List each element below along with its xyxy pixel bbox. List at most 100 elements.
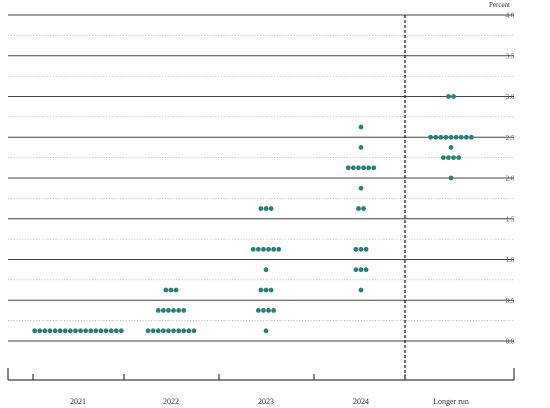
projection-dot [446,94,451,99]
projection-dot [266,246,271,252]
projection-dot [181,308,187,313]
projection-dot [160,328,166,334]
projection-dot [98,328,104,334]
projection-dot [446,155,451,161]
projection-dot [428,134,433,140]
projection-dot [266,308,271,313]
projection-dot [62,328,68,334]
projection-dot [181,328,187,334]
projection-dot [191,328,197,334]
projection-dot [250,246,256,252]
x-tick-labels: 2021 2022 2023 2024 Longer run [70,397,469,406]
projection-dot [358,267,364,273]
projection-dot [176,308,182,313]
projection-dot [160,308,166,313]
projection-dot [155,308,161,313]
projection-dot [448,134,454,140]
projection-dot [358,246,364,252]
projection-dot [145,328,151,334]
projection-dot [47,328,53,334]
projection-dot [358,145,364,150]
projection-dot [32,328,38,334]
projection-dot [108,328,114,334]
y-tick-label: 0.0 [506,338,515,346]
y-tick-label: 3.5 [506,52,515,60]
projection-dot [363,246,369,252]
y-axis-unit-label: Percent [489,1,510,9]
projection-dot [453,134,459,140]
projection-dot [271,308,277,313]
projection-dot [176,328,182,334]
projection-dot [371,165,377,171]
x-tick-label: 2022 [163,397,179,406]
projection-dot [171,308,176,313]
projection-dot [171,328,176,334]
projection-dot [255,308,261,313]
y-tick-labels: 4.0 3.5 3.0 2.5 2.0 1.5 1.0 0.5 0.0 [506,12,515,346]
projection-dot [166,308,171,313]
projection-dot [443,134,449,140]
y-tick-label: 1.5 [506,215,515,223]
projection-dot [276,246,282,252]
projection-dot [52,328,58,334]
projection-dot [463,134,469,140]
projection-dot [57,328,63,334]
y-tick-label: 3.0 [506,93,515,101]
projection-dot [458,134,464,140]
projection-dot [469,134,474,140]
projection-dot [451,94,456,99]
projection-dot [438,134,444,140]
grid-lines [8,14,514,342]
projection-dot [103,328,109,334]
projection-dot [186,328,192,334]
projection-dot [163,287,169,293]
projection-dot [358,185,364,191]
projection-dot [263,206,269,211]
x-axis [7,15,515,381]
projection-dot [363,267,369,273]
y-tick-label: 0.5 [506,297,515,305]
projection-dot [356,206,361,211]
projection-dot [168,287,174,293]
projection-dot [268,206,274,211]
projection-dot [67,328,73,334]
x-tick-label: 2024 [353,397,369,406]
projection-dot [37,328,43,334]
projection-dot [42,328,48,334]
y-tick-label: 2.0 [506,175,515,183]
projection-dot [263,328,269,334]
x-tick-label: 2023 [258,397,274,406]
projection-dot [271,246,277,252]
projection-dot [113,328,119,334]
projection-dot [258,206,264,211]
projection-dot [88,328,94,334]
x-tick-label: 2021 [70,397,86,406]
y-tick-label: 2.5 [506,134,515,142]
projection-dot [83,328,89,334]
projection-dot [353,267,359,273]
projection-dot [261,246,266,252]
x-tick-label: Longer run [433,397,469,406]
projection-dot [268,287,274,293]
projection-dot [356,165,361,171]
projection-dot [358,124,364,130]
projection-dot [353,246,359,252]
projection-dot [150,328,156,334]
projection-dot [73,328,78,334]
projection-dot [118,328,124,334]
projection-dot [448,145,454,150]
projection-dot [166,328,171,334]
y-tick-label: 1.0 [506,256,515,264]
projection-dot [345,165,351,171]
projection-dot [361,165,366,171]
projection-dot [78,328,83,334]
projection-dot [366,165,372,171]
projection-dot [361,206,366,211]
projection-dot [258,287,264,293]
projection-dot [358,287,364,293]
projection-dot [451,155,456,161]
projection-dot [456,155,462,161]
projection-dot [93,328,99,334]
projection-dot [448,175,454,181]
